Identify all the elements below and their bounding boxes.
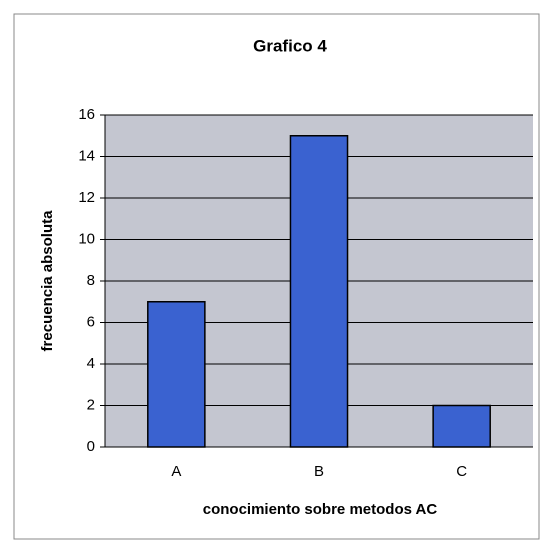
x-tick-label: C [456,463,467,480]
y-tick-label: 14 [78,147,95,164]
y-tick-label: 0 [87,438,95,455]
y-tick-label: 6 [87,313,95,330]
y-tick-label: 8 [87,272,95,289]
bar [147,301,206,448]
y-tick-label: 12 [78,189,95,206]
y-tick-label: 10 [78,230,95,247]
x-tick-label: A [171,463,181,480]
bar [289,135,349,448]
chart-title: Grafico 4 [253,36,327,55]
y-tick-label: 2 [87,396,95,413]
y-tick-label: 16 [78,106,95,123]
y-axis-label: frecuencia absoluta [39,210,56,352]
x-axis-label: conocimiento sobre metodos AC [203,501,438,518]
x-tick-label: B [314,463,324,480]
y-tick-label: 4 [87,355,95,372]
bar [432,404,491,448]
